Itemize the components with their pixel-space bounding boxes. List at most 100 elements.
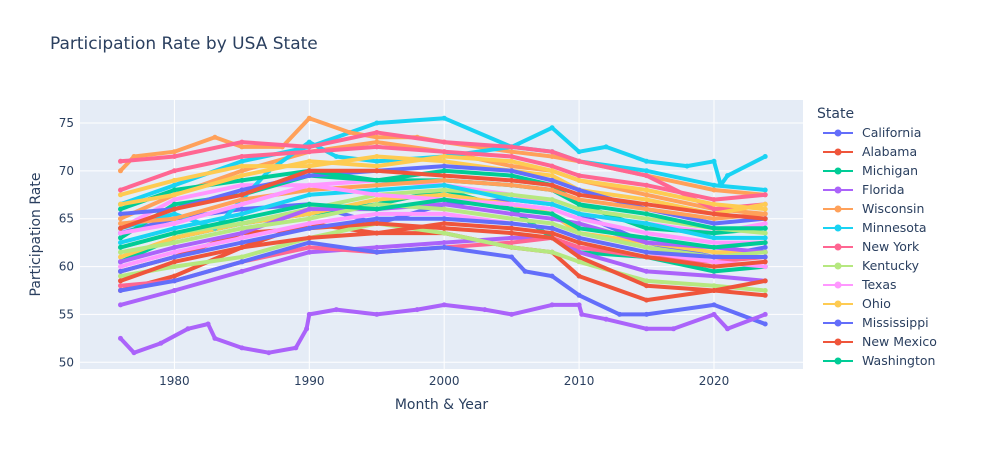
data-point [576, 249, 582, 255]
data-point [549, 177, 555, 183]
data-point [239, 192, 245, 198]
data-point [509, 149, 515, 155]
series-line [118, 221, 768, 283]
data-point [711, 206, 717, 212]
data-point [239, 244, 245, 250]
data-point [644, 240, 649, 246]
data-point [644, 244, 649, 250]
data-point [171, 225, 177, 231]
data-point [644, 192, 649, 198]
data-point [576, 177, 582, 183]
series-line [118, 183, 768, 245]
legend-swatch-marker [834, 186, 842, 194]
data-point [171, 182, 177, 188]
legend-item-kentucky[interactable]: Kentucky [823, 258, 920, 273]
legend-swatch-marker [834, 262, 842, 270]
data-point [509, 206, 515, 212]
series-line [118, 221, 768, 293]
data-point [374, 120, 380, 126]
data-point [711, 230, 717, 236]
data-point [118, 168, 123, 174]
data-point [306, 173, 312, 179]
data-point [118, 201, 123, 207]
data-point [118, 206, 123, 212]
data-point [509, 221, 515, 226]
data-point [762, 264, 768, 270]
data-point [239, 182, 245, 188]
legend-swatch-marker [834, 357, 842, 365]
data-point [644, 206, 649, 212]
legend-item-texas[interactable]: Texas [823, 277, 897, 292]
data-point [304, 326, 310, 332]
legend[interactable]: State California Alabama Michigan Florida Wi… [817, 106, 937, 368]
data-point [509, 192, 515, 198]
data-point [711, 216, 717, 222]
data-point [306, 221, 312, 226]
data-point [239, 240, 245, 246]
y-tick-label: 75 [59, 116, 74, 130]
data-point [347, 130, 353, 135]
legend-item-michigan[interactable]: Michigan [823, 163, 918, 178]
data-point [239, 206, 245, 212]
data-point [576, 254, 582, 260]
data-point [441, 221, 447, 226]
data-point [441, 149, 447, 155]
legend-item-wisconsin[interactable]: Wisconsin [823, 201, 924, 216]
data-point [441, 182, 447, 188]
data-point [509, 216, 515, 222]
data-point [212, 134, 218, 140]
legend-item-florida[interactable]: Florida [823, 182, 905, 197]
data-point [306, 115, 312, 121]
data-point [509, 225, 515, 231]
legend-item-alabama[interactable]: Alabama [823, 144, 917, 159]
data-point [306, 149, 312, 155]
data-point [239, 154, 245, 159]
legend-items[interactable]: California Alabama Michigan Florida Wisconsi… [823, 125, 937, 368]
data-point [306, 187, 312, 193]
data-point [576, 235, 582, 241]
data-point [762, 235, 768, 241]
legend-item-california[interactable]: California [823, 125, 921, 140]
data-point [239, 158, 245, 164]
data-point [762, 292, 768, 298]
data-point [374, 230, 380, 236]
data-point [762, 321, 768, 327]
series-line [118, 168, 768, 231]
series-line [118, 216, 768, 274]
data-point [118, 244, 123, 250]
legend-item-mississippi[interactable]: Mississippi [823, 315, 929, 330]
series-unlabeled-32 [118, 168, 768, 231]
data-point [118, 240, 123, 246]
data-point [549, 206, 555, 212]
data-point [762, 216, 768, 222]
legend-item-new-york[interactable]: New York [823, 239, 920, 254]
data-point [711, 235, 717, 241]
data-point [306, 249, 312, 255]
data-point [644, 221, 649, 226]
data-point [306, 168, 312, 174]
legend-swatch-marker [834, 243, 842, 251]
legend-label: New York [862, 239, 920, 254]
legend-item-minnesota[interactable]: Minnesota [823, 220, 927, 235]
data-point [118, 158, 123, 164]
data-point [549, 187, 555, 193]
legend-label: Florida [862, 182, 905, 197]
data-point [306, 225, 312, 231]
data-point [293, 345, 299, 351]
data-point [644, 311, 649, 317]
legend-item-new-mexico[interactable]: New Mexico [823, 334, 937, 349]
legend-item-washington[interactable]: Washington [823, 353, 935, 368]
series-line [118, 116, 768, 207]
data-point [118, 249, 123, 255]
data-point [118, 221, 123, 226]
data-point [171, 154, 177, 159]
data-point [576, 230, 582, 236]
data-point [576, 206, 582, 212]
data-point [509, 235, 515, 241]
legend-item-ohio[interactable]: Ohio [823, 296, 891, 311]
data-point [644, 268, 649, 274]
legend-label: Michigan [862, 163, 918, 178]
x-tick-label: 2020 [699, 374, 730, 388]
data-point [549, 216, 555, 222]
